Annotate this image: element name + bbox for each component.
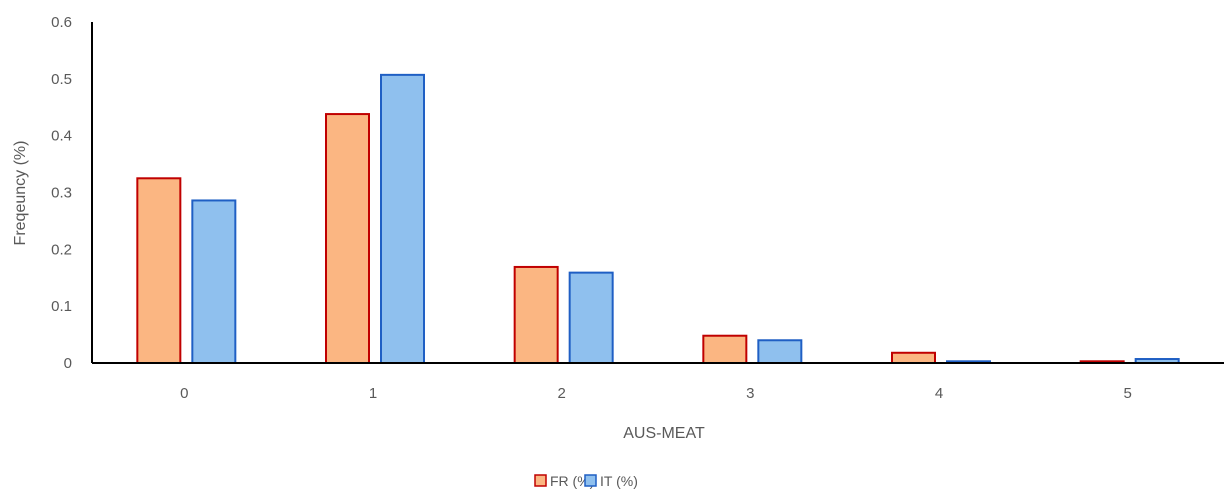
legend-swatch-it bbox=[584, 474, 597, 487]
bar-it-3 bbox=[757, 339, 803, 364]
y-tick-label: 0.6 bbox=[51, 14, 72, 31]
y-tick-label: 0.2 bbox=[51, 241, 72, 258]
x-axis-ticks: 0 1 2 3 4 5 bbox=[180, 385, 1132, 402]
y-tick-label: 0.5 bbox=[51, 71, 72, 88]
legend: FR (%) IT (%) bbox=[534, 473, 638, 489]
bar-it-0 bbox=[191, 199, 237, 364]
bar-fr-2 bbox=[513, 265, 559, 364]
x-tick-label: 4 bbox=[935, 385, 943, 402]
y-tick-label: 0.3 bbox=[51, 185, 72, 202]
x-tick-label: 0 bbox=[180, 385, 188, 402]
x-tick-label: 5 bbox=[1123, 385, 1131, 402]
legend-label-it: IT (%) bbox=[600, 473, 638, 489]
bar-it-1 bbox=[380, 73, 425, 364]
bar-fr-3 bbox=[702, 334, 748, 365]
legend-swatch-fr bbox=[534, 474, 547, 487]
y-tick-label: 0.4 bbox=[51, 128, 72, 145]
y-tick-label: 0 bbox=[64, 355, 72, 372]
bars bbox=[136, 73, 1180, 365]
x-tick-label: 3 bbox=[746, 385, 754, 402]
x-tick-label: 2 bbox=[557, 385, 565, 402]
y-axis-ticks: 0 0.1 0.2 0.3 0.4 0.5 0.6 bbox=[51, 14, 72, 372]
y-axis-title: Freqeuncy (%) bbox=[12, 141, 29, 246]
legend-label-fr: FR (%) bbox=[550, 473, 594, 489]
bar-fr-0 bbox=[136, 177, 182, 364]
x-axis-title: AUS-MEAT bbox=[623, 425, 705, 442]
bar-fr-1 bbox=[325, 113, 370, 364]
y-tick-label: 0.1 bbox=[51, 298, 72, 315]
x-tick-label: 1 bbox=[369, 385, 377, 402]
bar-fr-4 bbox=[891, 351, 936, 364]
bar-it-2 bbox=[568, 271, 614, 365]
